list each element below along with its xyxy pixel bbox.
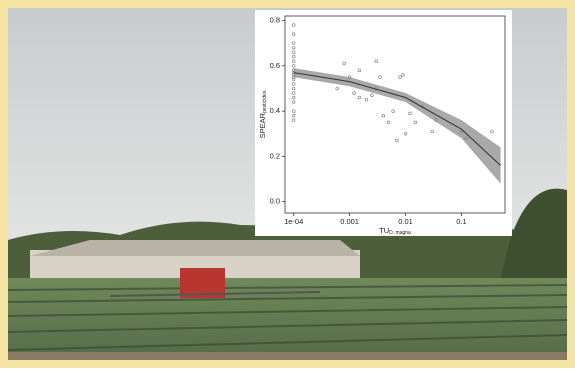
y-tick-label: 0.2 [270, 151, 280, 160]
y-tick-label: 0.4 [270, 106, 280, 115]
x-axis-label-sub: D. magna [389, 230, 411, 236]
x-tick-label: 1e-04 [284, 217, 303, 226]
x-tick-label: 0.1 [456, 217, 466, 226]
y-tick-label: 0.8 [270, 16, 280, 25]
figure: 0.0 0.2 0.4 0.6 0.8 1e-04 0.001 0.01 0.1 TUD. mag… [0, 0, 575, 368]
x-axis-label-main: TU [379, 226, 389, 235]
y-tick-label: 0.6 [270, 61, 280, 70]
x-tick-label: 0.001 [340, 217, 359, 226]
y-axis-label-sub: pesticides [262, 90, 268, 113]
y-tick-label: 0.0 [270, 197, 280, 206]
x-tick-label: 0.01 [398, 217, 413, 226]
y-axis-label-main: SPEAR [258, 112, 267, 138]
chart-panel [255, 10, 512, 236]
